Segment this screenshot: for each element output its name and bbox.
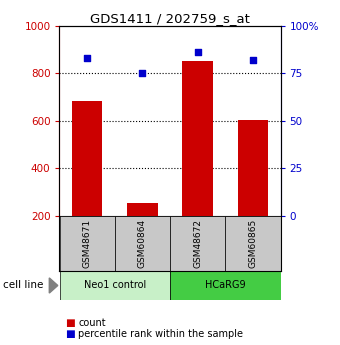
Polygon shape bbox=[49, 278, 58, 293]
Bar bbox=[170, 216, 225, 271]
Text: GSM48671: GSM48671 bbox=[83, 219, 91, 268]
Text: ■: ■ bbox=[65, 318, 74, 327]
Point bbox=[250, 57, 256, 63]
Point bbox=[195, 50, 200, 55]
Text: GSM60865: GSM60865 bbox=[249, 219, 257, 268]
Bar bbox=[183, 61, 213, 216]
Text: cell line: cell line bbox=[3, 280, 44, 290]
Text: GSM48672: GSM48672 bbox=[193, 219, 202, 268]
Point bbox=[140, 71, 145, 76]
Text: count: count bbox=[78, 318, 106, 327]
Bar bbox=[59, 271, 170, 300]
Bar bbox=[59, 216, 115, 271]
Title: GDS1411 / 202759_s_at: GDS1411 / 202759_s_at bbox=[90, 12, 250, 25]
Bar bbox=[238, 120, 268, 216]
Text: Neo1 control: Neo1 control bbox=[84, 280, 146, 290]
Bar bbox=[115, 216, 170, 271]
Text: GSM60864: GSM60864 bbox=[138, 219, 147, 268]
Point bbox=[84, 55, 90, 61]
Bar bbox=[170, 271, 280, 300]
Text: ■: ■ bbox=[65, 329, 74, 339]
Bar bbox=[225, 216, 280, 271]
Text: percentile rank within the sample: percentile rank within the sample bbox=[78, 329, 243, 339]
Bar bbox=[72, 101, 102, 216]
Text: HCaRG9: HCaRG9 bbox=[205, 280, 245, 290]
Bar bbox=[127, 203, 157, 216]
